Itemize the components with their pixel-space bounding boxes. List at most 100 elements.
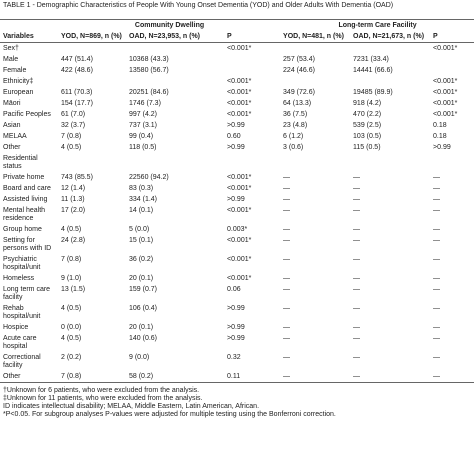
cell: >0.99 (227, 304, 245, 312)
cell: — (433, 285, 441, 293)
cell: 7 (0.8) (61, 372, 82, 380)
cell: 997 (4.2) (129, 110, 158, 118)
cell: 20 (0.1) (129, 274, 154, 282)
cell: 422 (48.6) (61, 66, 93, 74)
cell: >0.99 (433, 143, 451, 151)
cell: >0.99 (227, 121, 245, 129)
cell (126, 43, 224, 55)
row-label: Mental health residence (3, 206, 46, 222)
cell: 1746 (7.3) (129, 99, 161, 107)
cell: 0.18 (433, 132, 447, 140)
cell: 0.003* (227, 225, 248, 233)
row-label: Acute care hospital (3, 334, 37, 350)
group-header: Community Dwelling (134, 21, 205, 29)
cell: 36 (7.5) (283, 110, 308, 118)
data-table: Community Dwelling Long-term Care Facili… (0, 20, 474, 382)
cell: <0.001* (433, 77, 458, 85)
table-body: Sex† <0.001* <0.001* Male 447 (51.4) 10368 (4… (0, 43, 474, 383)
cell: >0.99 (227, 323, 245, 331)
cell: — (353, 372, 361, 380)
cell: — (283, 353, 291, 361)
table-row: Rehab hospital/unit 4 (0.5) 106 (0.4) >0.99… (0, 303, 474, 322)
cell: 15 (0.1) (129, 236, 154, 244)
cell: 83 (0.3) (129, 184, 154, 192)
cell: 19485 (89.9) (353, 88, 393, 96)
cell: <0.001* (227, 110, 252, 118)
cell: >0.99 (227, 143, 245, 151)
cell (58, 153, 126, 172)
cell: 0 (0.0) (61, 323, 82, 331)
table-header: Community Dwelling Long-term Care Facili… (0, 20, 474, 43)
cell: 118 (0.5) (129, 143, 157, 151)
cell: 470 (2.2) (353, 110, 382, 118)
table-row: Long term care facility 13 (1.5) 159 (0.7)… (0, 284, 474, 303)
footnote: ID indicates intellectual disability; ME… (3, 403, 260, 410)
cell: — (433, 274, 441, 282)
cell: — (283, 372, 291, 380)
cell: 349 (72.6) (283, 88, 315, 96)
cell: 20251 (84.6) (129, 88, 169, 96)
cell: — (433, 173, 441, 181)
cell: <0.001* (227, 206, 252, 214)
cell: 17 (2.0) (61, 206, 86, 214)
cell: — (353, 195, 361, 203)
table-row: Psychiatric hospital/unit 7 (0.8) 36 (0.2)… (0, 254, 474, 273)
cell: 7231 (33.4) (353, 55, 389, 63)
cell: 3 (0.6) (283, 143, 304, 151)
cell: <0.001* (433, 110, 458, 118)
cell (58, 76, 126, 87)
cell: — (433, 255, 441, 263)
row-label: Setting for persons with ID (3, 236, 52, 252)
cell: 0.32 (227, 353, 241, 361)
cell: 20 (0.1) (129, 323, 154, 331)
cell: — (433, 225, 441, 233)
table-row: Assisted living 11 (1.3) 334 (1.4) >0.99 — — — (0, 194, 474, 205)
cell: 4 (0.5) (61, 225, 82, 233)
cell: — (353, 225, 361, 233)
column-header: Variables (0, 31, 58, 43)
table-row: Acute care hospital 4 (0.5) 140 (0.6) >0.99… (0, 333, 474, 352)
cell: <0.001* (227, 44, 252, 52)
cell (350, 153, 430, 172)
cell: <0.001* (227, 99, 252, 107)
cell: — (433, 323, 441, 331)
cell: 11 (1.3) (61, 195, 85, 203)
cell: 13580 (56.7) (129, 66, 169, 74)
cell: <0.001* (433, 99, 458, 107)
row-label: Asian (3, 121, 21, 129)
cell: 7 (0.8) (61, 255, 82, 263)
cell: — (433, 184, 441, 192)
cell: 36 (0.2) (129, 255, 154, 263)
cell (126, 76, 224, 87)
cell: 0.11 (227, 372, 241, 380)
cell (430, 65, 474, 76)
cell: 12 (1.4) (61, 184, 86, 192)
cell: — (433, 304, 441, 312)
cell: — (283, 195, 291, 203)
table-row: Mental health residence 17 (2.0) 14 (0.1) <… (0, 205, 474, 224)
cell: — (353, 173, 361, 181)
cell: — (433, 372, 441, 380)
table-row: Pacific Peoples 61 (7.0) 997 (4.2) <0.001* 3… (0, 109, 474, 120)
table-row: European 611 (70.3) 20251 (84.6) <0.001* 349… (0, 87, 474, 98)
cell (224, 65, 280, 76)
table-row: Māori 154 (17.7) 1746 (7.3) <0.001* 64 (13.3… (0, 98, 474, 109)
cell: — (353, 285, 361, 293)
row-label: Residential status (3, 154, 38, 170)
cell: 2 (0.2) (61, 353, 82, 361)
table-row: Male 447 (51.4) 10368 (43.3) 257 (53.4) 7231… (0, 54, 474, 65)
cell: <0.001* (227, 184, 252, 192)
cell: 918 (4.2) (353, 99, 382, 107)
table-row: MELAA 7 (0.8) 99 (0.4) 0.60 6 (1.2) 103 (0.5)… (0, 131, 474, 142)
group-header: Long-term Care Facility (338, 21, 417, 29)
table-row: Asian 32 (3.7) 737 (3.1) >0.99 23 (4.8) 539 (… (0, 120, 474, 131)
cell: 115 (0.5) (353, 143, 381, 151)
cell: 4 (0.5) (61, 334, 82, 342)
cell: 64 (13.3) (283, 99, 312, 107)
column-header: OAD, N=23,953, n (%) (126, 31, 224, 43)
row-label: Female (3, 66, 27, 74)
cell: — (283, 184, 291, 192)
cell (58, 43, 126, 55)
cell: 6 (1.2) (283, 132, 304, 140)
row-label: Hospice (3, 323, 29, 331)
